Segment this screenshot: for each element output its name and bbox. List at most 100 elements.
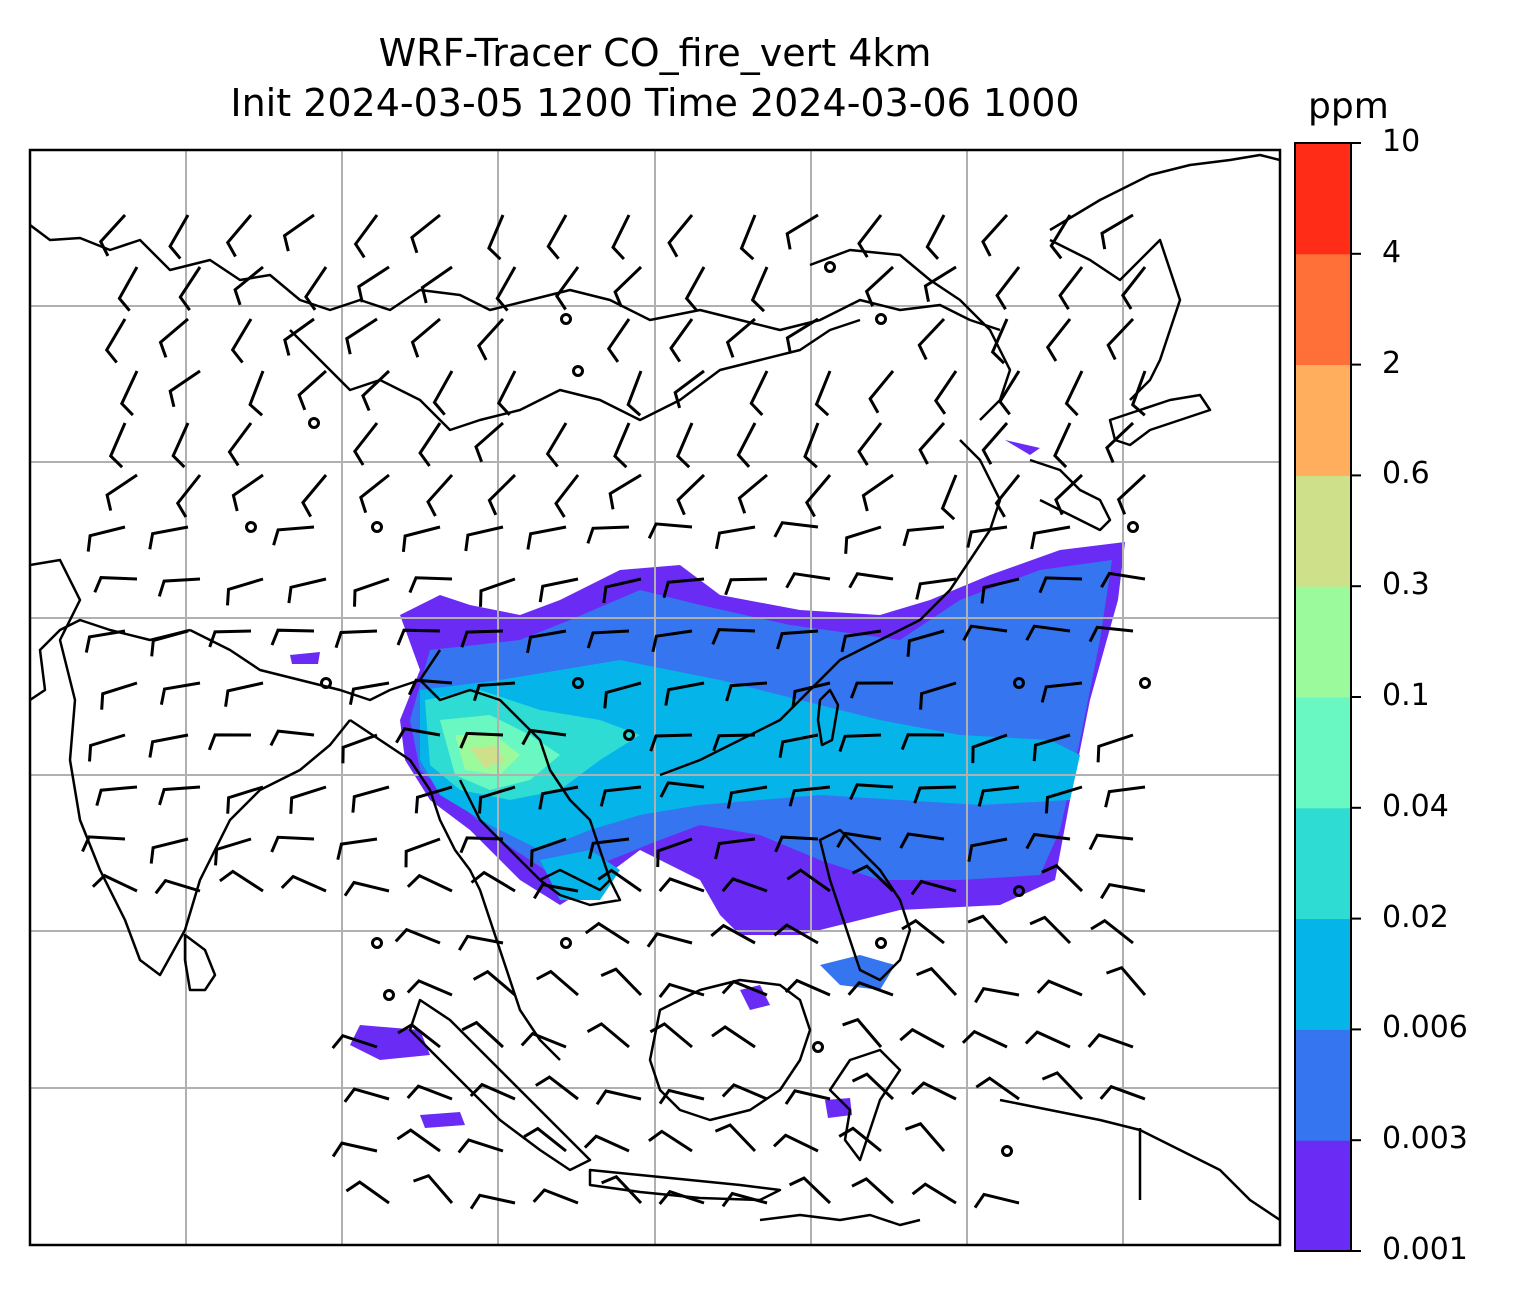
- wind-barb: [586, 525, 630, 544]
- wind-barb: [401, 525, 441, 553]
- wind-barb: [994, 474, 1021, 518]
- wind-barb: [778, 733, 819, 758]
- colorbar-tick-label: 2: [1382, 345, 1402, 381]
- wind-barb: [530, 837, 567, 867]
- wind-barb: [676, 422, 694, 469]
- wind-barb: [919, 681, 957, 710]
- map-title-line-2: Init 2024-03-05 1200 Time 2024-03-06 100…: [230, 81, 1080, 125]
- wind-barb: [851, 864, 895, 893]
- wind-barb: [412, 1173, 454, 1204]
- colorbar-tick-label: 0.1: [1382, 678, 1430, 713]
- colorbar-swatch: [1295, 697, 1351, 809]
- wind-calm-marker: [623, 729, 635, 741]
- wind-barb: [842, 1017, 883, 1048]
- wind-barb: [230, 318, 253, 364]
- wind-barb: [287, 577, 327, 604]
- coast-russia-east: [1049, 153, 1280, 232]
- wind-barb: [343, 880, 390, 897]
- wind-barb: [359, 473, 390, 514]
- wind-barb: [736, 422, 757, 468]
- wind-barb: [626, 370, 643, 417]
- wind-barb: [918, 422, 946, 465]
- wind-barb: [420, 265, 453, 304]
- wind-barb: [526, 525, 567, 550]
- wind-barb: [297, 369, 327, 411]
- border-manchuria: [1049, 238, 1182, 401]
- coast-philippines: [818, 828, 912, 982]
- wind-barb: [711, 628, 756, 645]
- wind-barb: [458, 934, 504, 951]
- wind-barb: [710, 923, 756, 945]
- wind-barb: [1106, 317, 1135, 361]
- wind-barb: [1096, 733, 1134, 763]
- wind-barb: [1100, 213, 1134, 250]
- wind-barb: [231, 473, 264, 512]
- wind-barb: [836, 831, 882, 849]
- wind-barb: [861, 473, 894, 512]
- wind-barb: [737, 473, 768, 514]
- wind-barb: [971, 733, 1008, 764]
- wind-barb: [334, 629, 378, 649]
- wind-barb: [336, 837, 378, 861]
- wind-barb: [532, 1188, 579, 1205]
- wind-barb: [998, 370, 1021, 416]
- wind-barb: [910, 879, 957, 896]
- wind-barb: [966, 525, 1008, 548]
- wind-barb: [108, 422, 127, 469]
- wind-barb: [583, 1134, 630, 1153]
- wind-barb: [933, 370, 958, 415]
- wind-barb: [599, 785, 642, 807]
- wind-barb: [864, 265, 895, 307]
- wind-barb: [158, 785, 201, 806]
- wind-barb: [649, 1022, 693, 1049]
- wind-barb: [868, 370, 895, 414]
- wind-barb: [721, 1083, 768, 1101]
- wind-barb: [900, 733, 945, 751]
- colorbar-tick-label: 10: [1382, 124, 1421, 159]
- coast-java: [588, 1168, 782, 1202]
- wind-barb: [851, 1072, 895, 1101]
- border-northwest: [30, 224, 1001, 332]
- wind-barb: [404, 837, 441, 868]
- wind-barb: [1090, 918, 1134, 945]
- coast-sulawesi: [828, 1048, 902, 1162]
- wind-barb: [168, 369, 201, 408]
- colorbar: [1294, 142, 1361, 1252]
- coast-taiwan: [816, 688, 840, 747]
- wind-barb: [776, 629, 819, 650]
- wind-barb: [414, 785, 453, 814]
- wind-barb: [351, 785, 390, 813]
- colorbar-swatch: [1295, 1140, 1351, 1252]
- wind-barb: [1029, 915, 1072, 945]
- wind-barb: [535, 1075, 579, 1101]
- wind-barb: [586, 1022, 630, 1049]
- colorbar-tick-label: 0.001: [1382, 1232, 1468, 1267]
- wind-barb: [331, 1141, 378, 1158]
- wind-barb: [104, 318, 127, 364]
- wind-barb: [803, 422, 820, 469]
- wind-barb: [533, 883, 579, 900]
- wind-barb: [980, 577, 1020, 604]
- wind-barb: [460, 629, 504, 648]
- wind-barb: [981, 422, 1009, 465]
- wind-barb: [233, 265, 264, 306]
- wind-barb: [226, 785, 264, 814]
- wind-barb: [226, 577, 264, 606]
- wind-barb: [658, 1189, 705, 1205]
- wind-barb: [772, 1133, 819, 1153]
- wind-barb: [469, 1082, 516, 1101]
- wind-barb: [476, 317, 505, 361]
- wind-barb: [586, 629, 630, 649]
- wind-calm-marker: [572, 365, 584, 377]
- wind-barb: [459, 731, 504, 749]
- wind-barb: [784, 978, 831, 997]
- wind-barb: [150, 629, 189, 657]
- wind-barb: [656, 837, 693, 868]
- wind-barb: [788, 785, 831, 807]
- wind-barb: [538, 577, 579, 603]
- colorbar-tick-label: 0.04: [1382, 788, 1449, 824]
- wind-barb: [269, 729, 315, 747]
- wind-barb: [478, 785, 516, 814]
- wind-barb: [406, 1084, 453, 1101]
